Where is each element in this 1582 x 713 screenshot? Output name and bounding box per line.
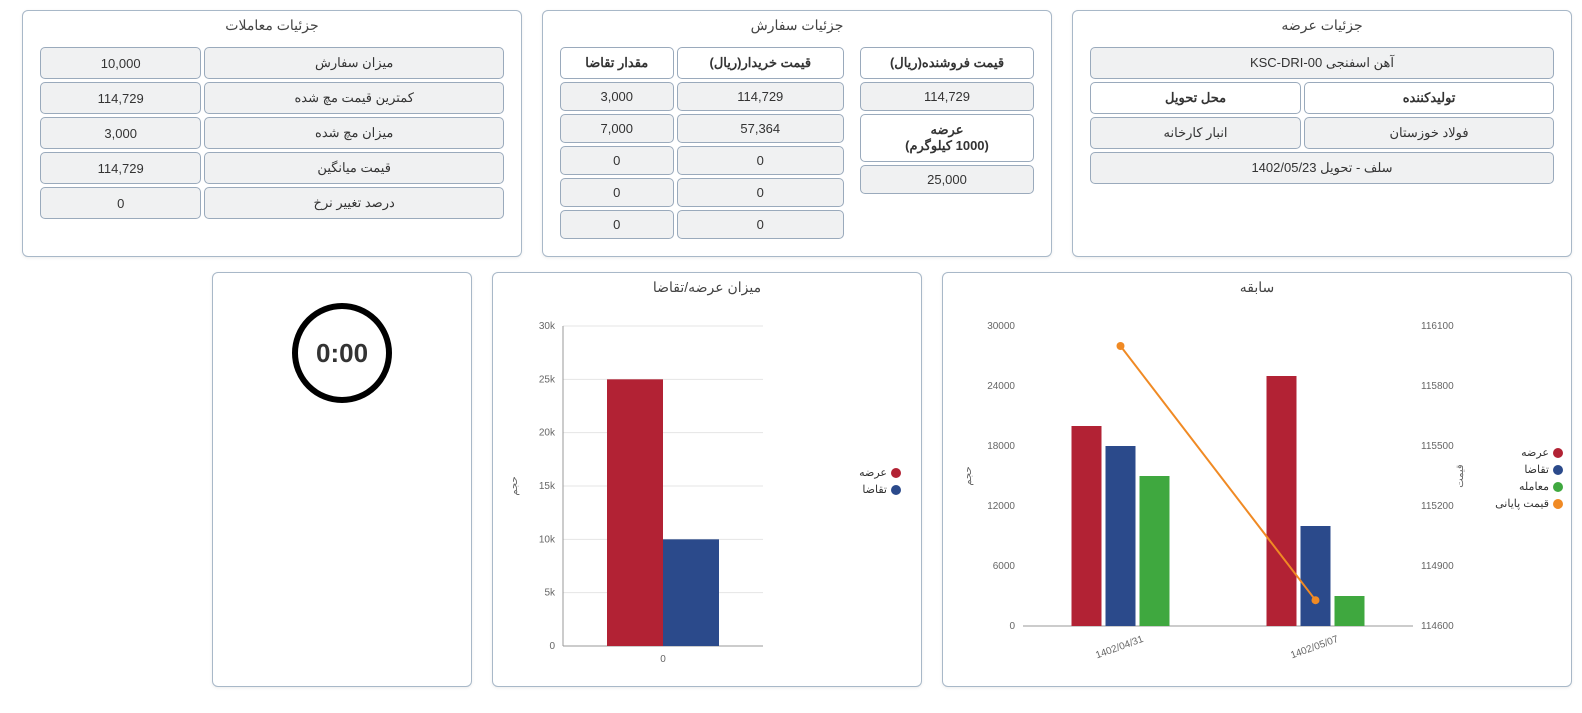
order-row: 00 bbox=[560, 210, 844, 239]
order-row: 114,7293,000 bbox=[560, 82, 844, 111]
supply-demand-chart-panel: میزان عرضه/تقاضا 0 5k 10k 15k 20k 25k 30k 0 حجم … bbox=[492, 272, 922, 687]
svg-text:115800: 115800 bbox=[1421, 381, 1454, 392]
svg-text:24000: 24000 bbox=[987, 381, 1015, 392]
supply-qty-value: 25,000 bbox=[860, 165, 1034, 194]
buyer-table: قیمت خریدار(ریال) مقدار تقاضا 114,7293,0… bbox=[557, 44, 847, 242]
svg-text:30k: 30k bbox=[539, 321, 556, 332]
tx-row: درصد تغییر نرخ0 bbox=[40, 187, 504, 219]
seller-table: قیمت فروشنده(ریال) 114,729 عرضه (1000 کی… bbox=[857, 44, 1037, 197]
history-chart-title: سابقه bbox=[943, 273, 1571, 306]
supply-qty-label: عرضه (1000 کیلوگرم) bbox=[860, 114, 1034, 162]
supply-demand-legend: عرضهتقاضا bbox=[859, 466, 901, 500]
delivery-place-label: محل تحویل bbox=[1090, 82, 1301, 114]
svg-text:115200: 115200 bbox=[1421, 501, 1454, 512]
tx-row: میزان سفارش10,000 bbox=[40, 47, 504, 79]
svg-text:حجم: حجم bbox=[509, 476, 520, 495]
timer-circle: 0:00 bbox=[292, 303, 392, 403]
seller-price-value: 114,729 bbox=[860, 82, 1034, 111]
svg-text:0: 0 bbox=[549, 641, 555, 652]
svg-text:0: 0 bbox=[1009, 621, 1015, 632]
tx-row: قیمت میانگین114,729 bbox=[40, 152, 504, 184]
svg-text:114600: 114600 bbox=[1421, 621, 1454, 632]
svg-text:10k: 10k bbox=[539, 534, 556, 545]
svg-text:قیمت: قیمت bbox=[1455, 464, 1466, 488]
svg-text:30000: 30000 bbox=[987, 321, 1015, 332]
delivery-place-value: انبار کارخانه bbox=[1090, 117, 1301, 149]
delivery-terms: سلف - تحویل 1402/05/23 bbox=[1090, 152, 1554, 184]
svg-text:18000: 18000 bbox=[987, 441, 1015, 452]
history-chart: 0 6000 12000 18000 24000 30000 114600 114900 115… bbox=[943, 306, 1571, 686]
order-row: 00 bbox=[560, 178, 844, 207]
tx-table: میزان سفارش10,000 کمترین قیمت مچ شده114,… bbox=[37, 44, 507, 222]
producer-label: تولیدکننده bbox=[1304, 82, 1554, 114]
supply-demand-chart: 0 5k 10k 15k 20k 25k 30k 0 حجم عرضهتقاضا bbox=[493, 306, 921, 686]
history-chart-panel: سابقه 0 6000 12000 18000 24000 30000 114600 114… bbox=[942, 272, 1572, 687]
svg-text:20k: 20k bbox=[539, 428, 556, 439]
transaction-details-panel: جزئیات معاملات میزان سفارش10,000 کمترین … bbox=[22, 10, 522, 257]
svg-text:0: 0 bbox=[660, 654, 666, 665]
producer-value: فولاد خوزستان bbox=[1304, 117, 1554, 149]
seller-price-label: قیمت فروشنده(ریال) bbox=[860, 47, 1034, 79]
history-chart-legend: عرضهتقاضامعاملهقیمت پایانی bbox=[1495, 446, 1563, 514]
tx-row: کمترین قیمت مچ شده114,729 bbox=[40, 82, 504, 114]
svg-text:15k: 15k bbox=[539, 481, 556, 492]
supply-demand-title: میزان عرضه/تقاضا bbox=[493, 273, 921, 306]
order-details-panel: جزئیات سفارش قیمت فروشنده(ریال) 114,729 … bbox=[542, 10, 1052, 257]
svg-text:25k: 25k bbox=[539, 374, 556, 385]
tx-row: میزان مچ شده3,000 bbox=[40, 117, 504, 149]
product-name: آهن اسفنجی KSC-DRI-00 bbox=[1090, 47, 1554, 79]
supply-title: جزئیات عرضه bbox=[1073, 11, 1571, 44]
svg-text:12000: 12000 bbox=[987, 501, 1015, 512]
svg-text:114900: 114900 bbox=[1421, 561, 1454, 572]
order-row: 57,3647,000 bbox=[560, 114, 844, 143]
demand-qty-label: مقدار تقاضا bbox=[560, 47, 674, 79]
svg-text:116100: 116100 bbox=[1421, 321, 1454, 332]
supply-details-panel: جزئیات عرضه آهن اسفنجی KSC-DRI-00 تولیدک… bbox=[1072, 10, 1572, 257]
timer-value: 0:00 bbox=[316, 338, 368, 369]
svg-text:حجم: حجم bbox=[963, 466, 974, 485]
supply-table: آهن اسفنجی KSC-DRI-00 تولیدکننده محل تحو… bbox=[1087, 44, 1557, 187]
svg-text:115500: 115500 bbox=[1421, 441, 1454, 452]
svg-text:1402/04/31: 1402/04/31 bbox=[1094, 634, 1145, 662]
svg-text:1402/05/07: 1402/05/07 bbox=[1289, 634, 1340, 662]
order-row: 00 bbox=[560, 146, 844, 175]
svg-text:6000: 6000 bbox=[993, 561, 1016, 572]
timer-panel: 0:00 bbox=[212, 272, 472, 687]
buyer-price-label: قیمت خریدار(ریال) bbox=[677, 47, 844, 79]
order-title: جزئیات سفارش bbox=[543, 11, 1051, 44]
svg-text:5k: 5k bbox=[544, 588, 556, 599]
tx-title: جزئیات معاملات bbox=[23, 11, 521, 44]
